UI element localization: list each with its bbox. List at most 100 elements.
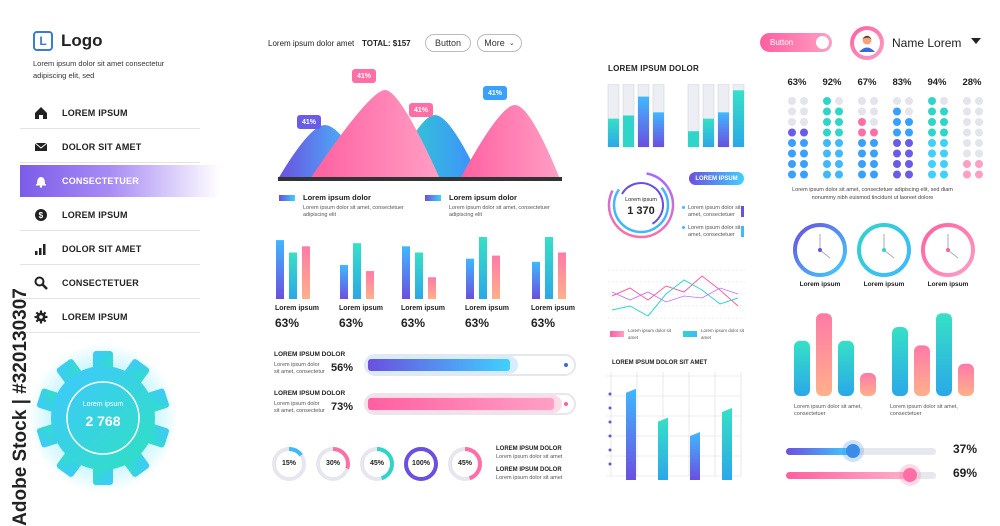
donut-3 <box>360 447 394 481</box>
mountain-legend-2: Lorem ipsum dolor Lorem ipsum dolor sit … <box>425 193 555 219</box>
dot-column-6 <box>963 97 983 179</box>
legend-text: Lorem ipsum dolor sit amet, consectetuer… <box>303 205 404 218</box>
bar <box>276 240 284 299</box>
gauge-label: Lorem ipsum <box>863 281 905 288</box>
slider-1[interactable] <box>786 444 936 458</box>
home-icon <box>20 106 62 120</box>
stack-bar <box>638 96 649 147</box>
user-name[interactable]: Name Lorem <box>892 36 962 50</box>
stack-bar <box>688 131 699 147</box>
sidebar-item-label: DOLOR SIT AMET <box>62 243 142 254</box>
grid-bar <box>690 432 700 480</box>
user-menu-caret-icon[interactable] <box>971 38 981 44</box>
ring-value: 1 370 <box>627 205 655 217</box>
bar <box>289 252 297 299</box>
sidebar-item-1[interactable]: LOREM IPSUM <box>20 97 200 129</box>
user-icon <box>854 30 880 56</box>
right-bar <box>860 373 876 396</box>
bar <box>492 255 500 299</box>
bar-group-3 <box>402 246 436 299</box>
donut-legend-title-1: LOREM IPSUM DOLOR <box>496 446 562 452</box>
line-series-teal <box>611 279 739 317</box>
ring-item-1: Lorem ipsum dolor sit amet, consectetuer <box>682 205 744 219</box>
stack-bar <box>733 90 744 147</box>
ring-item-marker-1 <box>741 206 744 217</box>
toggle-knob <box>816 36 829 49</box>
bullet-icon <box>682 226 685 229</box>
legend-swatch <box>683 331 697 337</box>
slider-handle[interactable] <box>903 468 918 482</box>
donut-1 <box>272 447 306 481</box>
grid-bar <box>658 417 668 480</box>
bar <box>402 246 410 299</box>
sidebar-item-7[interactable]: LOREM IPSUM <box>20 301 200 333</box>
sidebar-item-label: LOREM IPSUM <box>62 107 128 118</box>
sidebar-item-2[interactable]: DOLOR SIT AMET <box>20 131 200 163</box>
stack-bar <box>608 118 619 147</box>
bullet-icon <box>682 206 685 209</box>
slider-pct: 69% <box>953 466 978 480</box>
bar <box>545 237 553 299</box>
line-legend-2: Lorem ipsum dolor sit amet <box>683 327 751 341</box>
more-dropdown[interactable]: More ⌄ <box>477 34 522 52</box>
dot-column-pct: 28% <box>962 77 982 88</box>
gear-widget-label: Lorem ipsum <box>82 401 124 408</box>
legend-swatch <box>279 195 295 201</box>
line-series-pink <box>611 275 739 307</box>
bell-icon <box>20 174 62 188</box>
dot-column-pct: 63% <box>787 77 807 88</box>
bar-group-4 <box>466 237 500 299</box>
progress-fill <box>368 398 554 410</box>
donut-legend: LOREM IPSUM DOLOR Lorem ipsum dolor sit … <box>496 446 596 482</box>
dot-column-pct: 67% <box>857 77 877 88</box>
chevron-down-icon: ⌄ <box>508 40 515 47</box>
sidebar-item-5[interactable]: DOLOR SIT AMET <box>20 233 200 265</box>
dot-column-pct: 92% <box>822 77 842 88</box>
bar-group-pct: 63% <box>339 316 364 330</box>
stack-bars-left <box>607 84 665 148</box>
gear-icon <box>20 310 62 324</box>
bar <box>302 246 310 299</box>
donut-label: 100% <box>412 460 430 467</box>
dot-column-5 <box>928 97 948 179</box>
more-label: More <box>484 38 505 48</box>
slider-fill <box>786 472 911 479</box>
sidebar-item-4[interactable]: $ LOREM IPSUM <box>20 199 200 231</box>
stack-bar <box>718 112 729 147</box>
donut-2 <box>316 447 350 481</box>
mountain-tag-2: 41% <box>352 69 376 83</box>
mountain-tag-3: 41% <box>409 103 433 117</box>
mountain-tag-4: 41% <box>483 86 507 100</box>
donut-4 <box>404 447 438 481</box>
donut-label: 45% <box>369 460 384 467</box>
donut-label: 30% <box>325 460 340 467</box>
progress-end-dot <box>564 402 568 406</box>
bar <box>479 237 487 299</box>
header-title: Lorem ipsum dolor amet <box>268 39 355 48</box>
ring-tag: LOREM IPSUM <box>689 172 744 185</box>
header-button[interactable]: Button <box>425 34 471 52</box>
bar-group-label: Lorem ipsum <box>275 305 319 312</box>
sidebar-item-3[interactable]: CONSECTETUER <box>20 165 220 197</box>
sidebar-item-6[interactable]: CONSECTETUER <box>20 267 200 299</box>
avatar[interactable] <box>850 26 884 60</box>
slider-handle[interactable] <box>845 444 860 458</box>
sidebar-item-label: CONSECTETUER <box>62 277 139 288</box>
bar-group-5 <box>532 237 566 299</box>
donut-legend-text-1: Lorem ipsum dolor sit amet <box>496 454 563 460</box>
logo: L Logo <box>33 31 103 51</box>
ring-chart <box>607 171 675 239</box>
mountain-chart <box>278 90 562 181</box>
mountain-peak-4 <box>460 105 560 179</box>
bar <box>428 277 436 299</box>
dot-column-3 <box>858 97 878 179</box>
dot-column-4 <box>893 97 913 179</box>
donut-label: 15% <box>281 460 296 467</box>
header-toggle[interactable]: Button <box>760 33 832 52</box>
grid-bar-chart <box>606 372 742 480</box>
toggle-label: Button <box>770 38 794 47</box>
line-legend-text-2: Lorem ipsum dolor sit amet <box>701 328 745 340</box>
slider-2[interactable] <box>786 468 936 482</box>
bar <box>558 252 566 299</box>
donut-legend-title-2: LOREM IPSUM DOLOR <box>496 467 562 473</box>
